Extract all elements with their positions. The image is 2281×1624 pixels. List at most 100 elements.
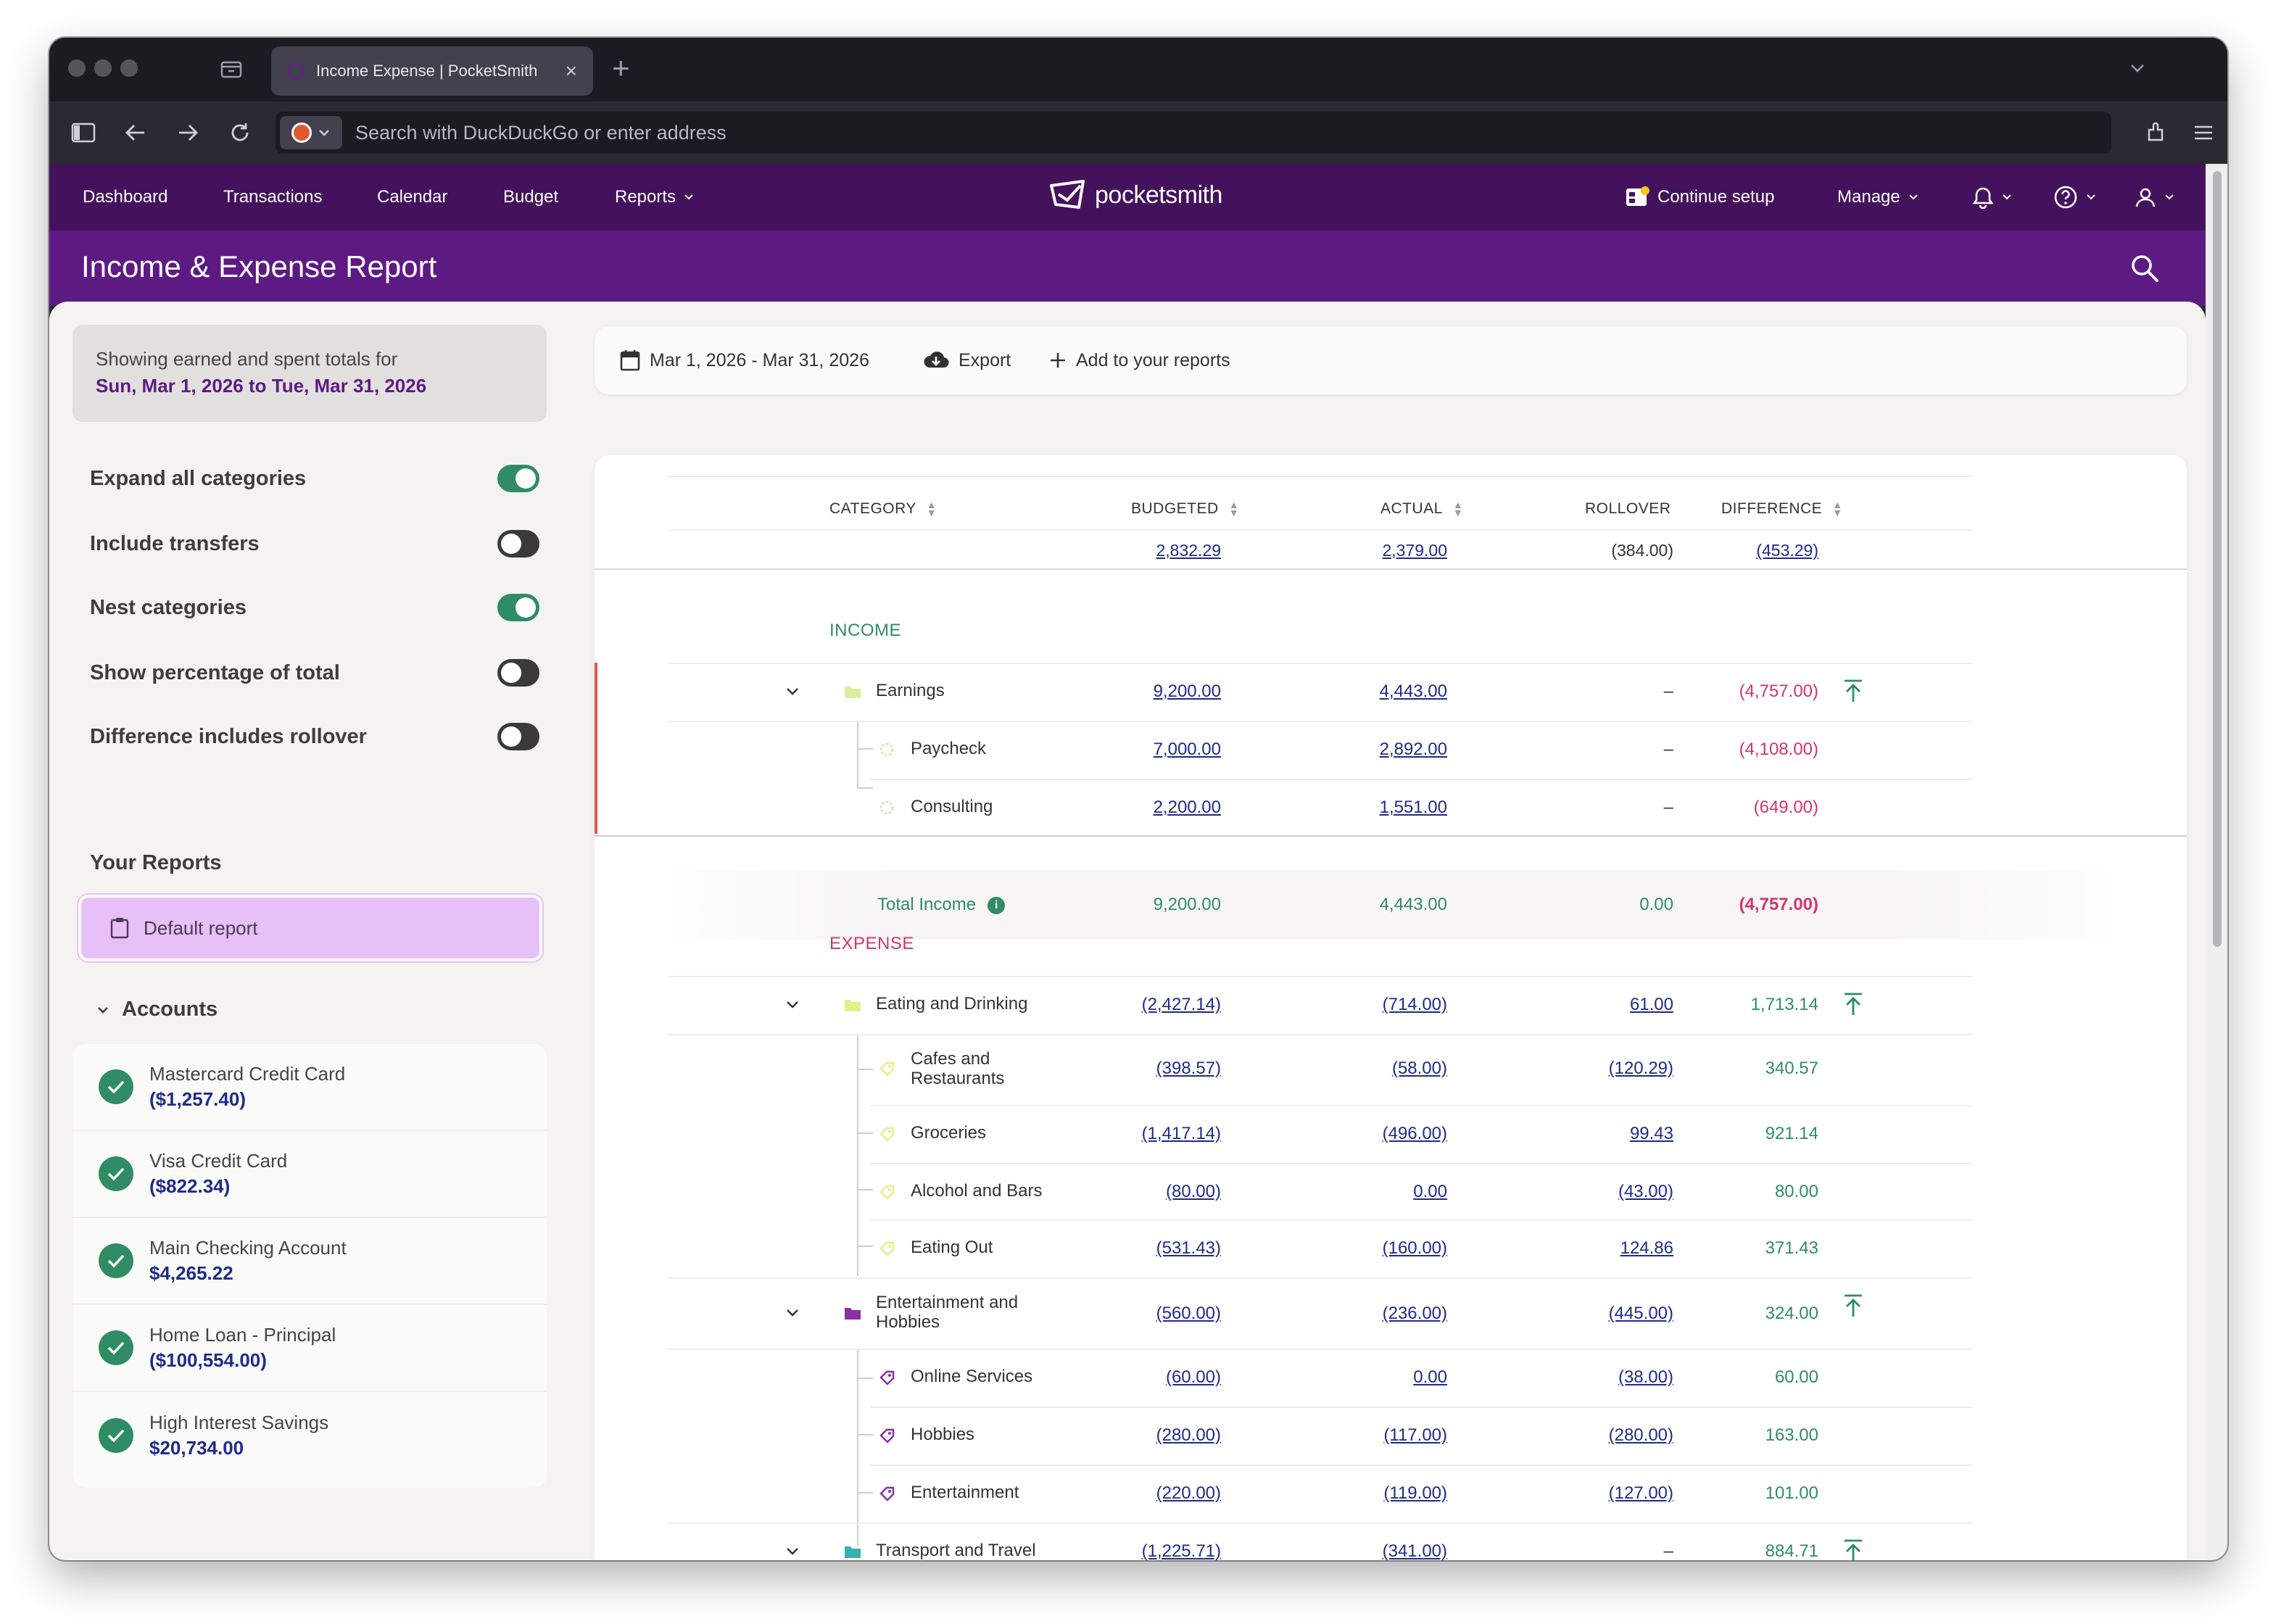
budgeted-value[interactable]: (398.57) xyxy=(1156,1058,1221,1078)
back-arrow-icon[interactable] xyxy=(120,117,151,148)
collapse-chevron-icon[interactable] xyxy=(785,997,800,1013)
rollover-value[interactable]: (280.00) xyxy=(1608,1425,1673,1445)
forward-arrow-icon[interactable] xyxy=(173,117,203,148)
add-to-reports-button[interactable]: Add to your reports xyxy=(1048,326,1230,394)
category-row-transport-and-travel[interactable]: Transport and Travel (1,225.71) (341.00)… xyxy=(595,1524,2187,1560)
reload-icon[interactable] xyxy=(225,117,255,148)
budgeted-value[interactable]: (80.00) xyxy=(1165,1182,1221,1201)
difference-includes-rollover-toggle[interactable] xyxy=(497,723,539,750)
actual-value[interactable]: (236.00) xyxy=(1382,1304,1447,1323)
page-scrollbar-thumb[interactable] xyxy=(2213,171,2222,947)
budgeted-value[interactable]: (531.43) xyxy=(1156,1238,1221,1258)
tab-list-chevron-icon[interactable] xyxy=(2127,58,2148,82)
continue-setup-button[interactable]: Continue setup xyxy=(1626,164,1774,231)
export-button[interactable]: Export xyxy=(922,326,1011,394)
collapse-chevron-icon[interactable] xyxy=(785,684,800,700)
collapse-chevron-icon[interactable] xyxy=(785,1544,800,1559)
expand-all-toggle[interactable] xyxy=(497,465,539,492)
address-input[interactable]: Search with DuckDuckGo or enter address xyxy=(355,121,726,144)
category-row-eating-and-drinking[interactable]: Eating and Drinking (2,427.14) (714.00) … xyxy=(595,977,2187,1034)
minimize-window-button[interactable] xyxy=(94,59,112,77)
actual-value[interactable]: 4,443.00 xyxy=(1379,682,1447,701)
category-row-entertainment[interactable]: Entertainment (220.00) (119.00) (127.00)… xyxy=(595,1466,2187,1522)
default-report-item[interactable]: Default report xyxy=(78,895,542,961)
budgeted-value[interactable]: (280.00) xyxy=(1156,1425,1221,1445)
zoom-window-button[interactable] xyxy=(120,59,138,77)
address-bar[interactable]: Search with DuckDuckGo or enter address xyxy=(276,112,2111,154)
actual-value[interactable]: (58.00) xyxy=(1391,1058,1447,1078)
nav-calendar[interactable]: Calendar xyxy=(377,187,448,207)
rollover-value[interactable]: (127.00) xyxy=(1608,1483,1673,1503)
notifications-menu[interactable] xyxy=(1972,164,2013,231)
rollover-value[interactable]: (43.00) xyxy=(1618,1182,1673,1201)
actual-value[interactable]: (496.00) xyxy=(1382,1124,1447,1143)
tab-overview-icon[interactable] xyxy=(219,57,244,81)
category-column-header[interactable]: CATEGORY ▲ ▼ xyxy=(829,500,937,518)
browser-tab-active[interactable]: Income Expense | PocketSmith × xyxy=(271,46,593,96)
actual-value[interactable]: 0.00 xyxy=(1413,1367,1447,1387)
account-item[interactable]: High Interest Savings $20,734.00 xyxy=(73,1392,547,1479)
category-row-consulting[interactable]: Consulting 2,200.00 1,551.00 – (649.00) xyxy=(595,780,2187,837)
collapse-to-top-icon[interactable] xyxy=(1842,992,1865,1016)
budgeted-value[interactable]: 2,200.00 xyxy=(1153,798,1221,817)
search-icon[interactable] xyxy=(2129,252,2161,288)
date-range-picker[interactable]: Mar 1, 2026 - Mar 31, 2026 xyxy=(619,326,869,394)
actual-value[interactable]: 2,892.00 xyxy=(1379,740,1447,759)
collapse-to-top-icon[interactable] xyxy=(1842,679,1865,703)
accounts-toggle[interactable]: Accounts xyxy=(96,998,218,1022)
rollover-value[interactable]: 124.86 xyxy=(1620,1238,1673,1258)
collapse-to-top-icon[interactable] xyxy=(1842,1293,1865,1318)
actual-value[interactable]: (714.00) xyxy=(1382,995,1447,1014)
category-row-hobbies[interactable]: Hobbies (280.00) (117.00) (280.00) 163.0… xyxy=(595,1408,2187,1464)
budgeted-value[interactable]: (2,427.14) xyxy=(1141,995,1221,1014)
actual-value[interactable]: (119.00) xyxy=(1383,1483,1447,1503)
nav-dashboard[interactable]: Dashboard xyxy=(83,187,168,207)
rollover-value[interactable]: 61.00 xyxy=(1629,995,1673,1014)
total-difference[interactable]: (453.29) xyxy=(1756,541,1818,560)
sidebar-toggle-icon[interactable] xyxy=(68,117,99,148)
rollover-value[interactable]: (38.00) xyxy=(1618,1367,1673,1387)
help-menu[interactable] xyxy=(2053,164,2097,231)
category-row-paycheck[interactable]: Paycheck 7,000.00 2,892.00 – (4,108.00) xyxy=(595,722,2187,779)
new-tab-button[interactable]: + xyxy=(612,51,630,85)
collapse-to-top-icon[interactable] xyxy=(1842,1538,1865,1560)
rollover-value[interactable]: (445.00) xyxy=(1608,1304,1673,1323)
budgeted-value[interactable]: 9,200.00 xyxy=(1153,682,1221,701)
budgeted-value[interactable]: (1,417.14) xyxy=(1141,1124,1221,1143)
budgeted-column-header[interactable]: BUDGETED ▲ ▼ xyxy=(1131,500,1239,518)
pocketsmith-logo[interactable]: pocketsmith xyxy=(1047,178,1222,212)
nav-transactions[interactable]: Transactions xyxy=(223,187,323,207)
info-icon[interactable]: i xyxy=(988,896,1006,914)
nav-budget[interactable]: Budget xyxy=(503,187,559,207)
actual-value[interactable]: (341.00) xyxy=(1382,1541,1447,1560)
actual-value[interactable]: 0.00 xyxy=(1413,1182,1447,1201)
account-item[interactable]: Visa Credit Card ($822.34) xyxy=(73,1131,547,1218)
menu-hamburger-icon[interactable] xyxy=(2188,117,2219,148)
actual-value[interactable]: (117.00) xyxy=(1383,1425,1447,1445)
actual-value[interactable]: (160.00) xyxy=(1382,1238,1447,1258)
budgeted-value[interactable]: (1,225.71) xyxy=(1141,1541,1221,1560)
category-row-earnings[interactable]: Earnings 9,200.00 4,443.00 – (4,757.00) xyxy=(595,664,2187,721)
nest-categories-toggle[interactable] xyxy=(497,594,539,621)
category-row-cafes-and-restaurants[interactable]: Cafes and Restaurants (398.57) (58.00) (… xyxy=(595,1035,2187,1105)
tab-close-icon[interactable]: × xyxy=(565,59,577,82)
actual-value[interactable]: 1,551.00 xyxy=(1379,798,1447,817)
manage-menu[interactable]: Manage xyxy=(1837,164,1919,231)
close-window-button[interactable] xyxy=(68,59,86,77)
account-item[interactable]: Mastercard Credit Card ($1,257.40) xyxy=(73,1044,547,1131)
nav-reports[interactable]: Reports xyxy=(615,164,695,231)
total-budgeted[interactable]: 2,832.29 xyxy=(1156,541,1221,560)
budgeted-value[interactable]: 7,000.00 xyxy=(1153,740,1221,759)
actual-column-header[interactable]: ACTUAL ▲ ▼ xyxy=(1380,500,1463,518)
total-actual[interactable]: 2,379.00 xyxy=(1382,541,1447,560)
category-row-eating-out[interactable]: Eating Out (531.43) (160.00) 124.86 371.… xyxy=(595,1221,2187,1277)
budgeted-value[interactable]: (60.00) xyxy=(1165,1367,1221,1387)
collapse-chevron-icon[interactable] xyxy=(785,1305,800,1321)
account-item[interactable]: Main Checking Account $4,265.22 xyxy=(73,1218,547,1305)
category-row-online-services[interactable]: Online Services (60.00) 0.00 (38.00) 60.… xyxy=(595,1350,2187,1406)
rollover-value[interactable]: (120.29) xyxy=(1608,1058,1673,1078)
rollover-value[interactable]: 99.43 xyxy=(1629,1124,1673,1143)
account-menu[interactable] xyxy=(2135,164,2175,231)
category-row-groceries[interactable]: Groceries (1,417.14) (496.00) 99.43 921.… xyxy=(595,1106,2187,1163)
show-percentage-toggle[interactable] xyxy=(497,659,539,687)
